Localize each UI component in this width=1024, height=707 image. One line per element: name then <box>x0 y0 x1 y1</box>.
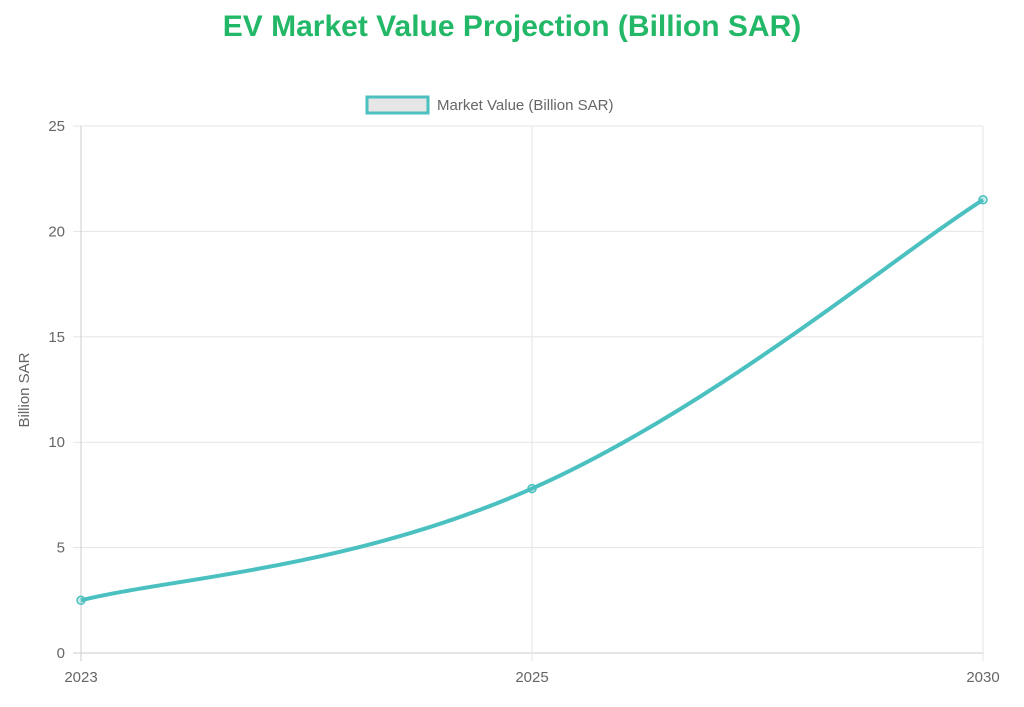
y-tick-label: 15 <box>48 329 65 346</box>
data-point <box>527 483 537 494</box>
y-tick-label: 20 <box>48 223 65 240</box>
x-tick-label: 2023 <box>64 669 97 686</box>
chart-title: EV Market Value Projection (Billion SAR) <box>222 10 802 43</box>
legend-swatch <box>365 95 430 115</box>
series-line <box>80 198 985 603</box>
data-point <box>76 595 86 606</box>
data-point <box>978 195 988 205</box>
y-axis-label: Billion SAR <box>16 352 33 427</box>
y-tick-label: 25 <box>48 118 65 135</box>
y-tick-label: 5 <box>57 540 65 557</box>
legend-label: Market Value (Billion SAR) <box>437 97 613 114</box>
y-tick-label: 0 <box>57 645 65 662</box>
legend[interactable]: Market Value (Billion SAR) <box>365 95 613 115</box>
x-tick-label: 2030 <box>966 669 999 686</box>
x-tick-label: 2025 <box>515 669 548 686</box>
y-tick-label: 10 <box>48 434 65 451</box>
